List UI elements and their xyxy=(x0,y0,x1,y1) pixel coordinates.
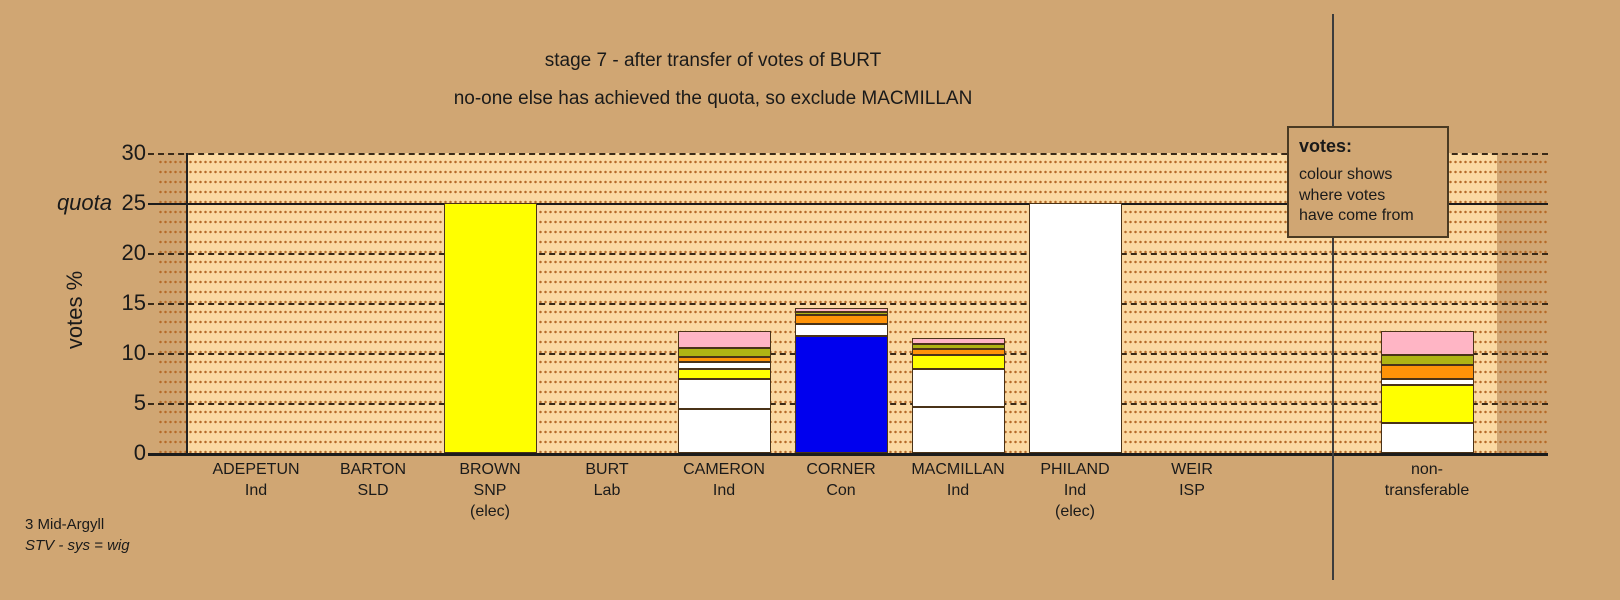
x-label-line: Ind xyxy=(244,482,268,499)
gridline-20 xyxy=(148,253,1548,255)
x-label-BARTON: BARTON SLD xyxy=(288,459,458,501)
x-label-line: BURT xyxy=(585,461,629,478)
x-label-ADEPETUN: ADEPETUN Ind xyxy=(171,459,341,501)
x-label-line: Ind xyxy=(712,482,736,499)
quota-label: quota xyxy=(56,190,112,215)
y-tick-25: 25 xyxy=(121,190,146,215)
x-label-line: CORNER xyxy=(806,461,876,478)
legend-title: votes: xyxy=(1299,136,1353,156)
chart-title: stage 7 - after transfer of votes of BUR… xyxy=(544,50,882,71)
x-label-line: transferable xyxy=(1384,482,1470,499)
x-label-line: non- xyxy=(1410,461,1444,478)
x-label-line: Ind xyxy=(1063,482,1087,499)
x-label-line: (elec) xyxy=(469,503,510,520)
x-label-line: Ind xyxy=(946,482,970,499)
x-label-line: SLD xyxy=(357,482,389,499)
x-label-line: CAMERON xyxy=(683,461,765,478)
x-label-line: BARTON xyxy=(339,461,407,478)
system-label: STV - sys = wig xyxy=(25,537,130,554)
legend-line: have come from xyxy=(1299,207,1414,224)
x-label-PHILAND: PHILAND Ind (elec) xyxy=(990,459,1160,522)
gridline-0 xyxy=(148,453,1548,456)
x-label-line: ISP xyxy=(1179,482,1205,499)
x-label-line: WEIR xyxy=(1171,461,1213,478)
quota-line xyxy=(148,203,1548,205)
chart-subtitle: no-one else has achieved the quota, so e… xyxy=(453,88,973,109)
y-tick-10: 10 xyxy=(121,340,146,365)
y-axis-line xyxy=(186,153,188,454)
ward-label: 3 Mid-Argyll xyxy=(25,516,105,533)
legend-line: where votes xyxy=(1299,186,1386,204)
x-label-line: PHILAND xyxy=(1040,461,1110,478)
gridline-30 xyxy=(148,153,1548,155)
gridline-15 xyxy=(148,303,1548,305)
x-label-line: BROWN xyxy=(459,461,521,478)
x-label-MACMILLAN: MACMILLAN Ind xyxy=(873,459,1043,501)
legend-box: votes: colour shows where votes have come … xyxy=(1287,126,1449,238)
x-label-WEIR: WEIR ISP xyxy=(1107,459,1277,501)
x-label-non-transferable: non-transferable xyxy=(1342,459,1512,501)
x-label-BURT: BURT Lab xyxy=(522,459,692,501)
x-label-CAMERON: CAMERON Ind xyxy=(639,459,809,501)
y-tick-0: 0 xyxy=(133,440,146,465)
y-tick-5: 5 xyxy=(133,390,146,415)
y-tick-15: 15 xyxy=(121,290,146,315)
y-tick-30: 30 xyxy=(121,140,146,165)
x-label-line: SNP xyxy=(473,482,507,499)
x-label-line: ADEPETUN xyxy=(212,461,300,478)
x-label-line: (elec) xyxy=(1054,503,1095,520)
x-label-line: Lab xyxy=(593,482,621,499)
non-transferable-separator-line xyxy=(1332,14,1334,580)
legend-text: colour shows where votes have come from xyxy=(1299,165,1447,227)
x-label-line: Con xyxy=(826,482,856,499)
y-tick-20: 20 xyxy=(121,240,146,265)
x-label-line: MACMILLAN xyxy=(911,461,1005,478)
x-label-CORNER: CORNER Con xyxy=(756,459,926,501)
legend-line: colour shows xyxy=(1299,166,1393,183)
x-label-BROWN: BROWN SNP (elec) xyxy=(405,459,575,522)
